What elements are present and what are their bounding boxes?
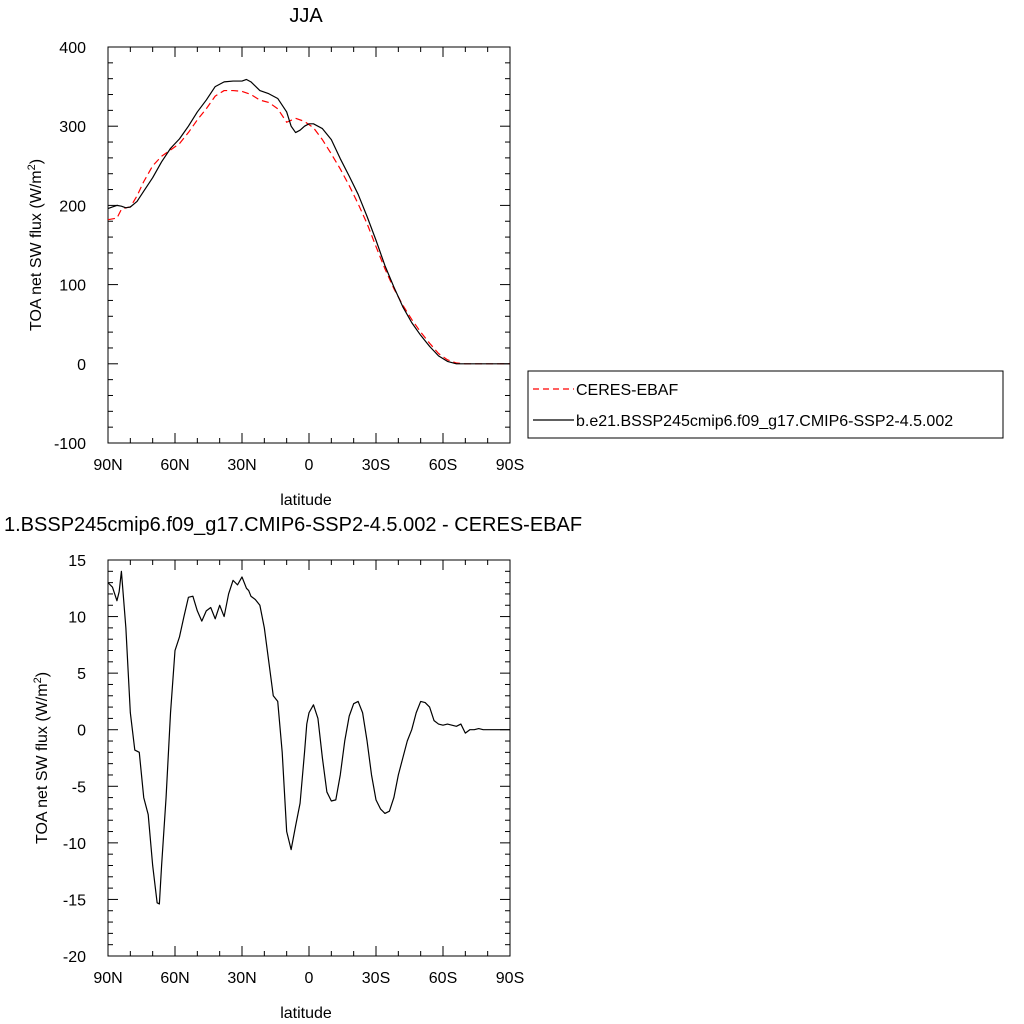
bottom-ticks: 90N 60N 30N 0 30S 60S 90S -20 -15 -10 -5 0 5 10 15 [63,553,524,987]
top-y-tick-label: 200 [59,198,86,215]
bottom-x-tick-label: 60S [429,970,457,987]
top-x-tick-label: 30N [227,457,256,474]
top-plot-frame [107,46,511,444]
bottom-chart-title: 1.BSSP245cmip6.f09_g17.CMIP6-SSP2-4.5.00… [4,514,582,536]
top-x-tick-label: 60N [160,457,189,474]
bottom-y-tick-label: -15 [63,892,86,909]
top-y-tick-label: 100 [59,278,86,295]
bottom-x-tick-label: 90N [93,970,122,987]
top-x-axis-label: latitude [280,492,332,509]
bottom-series-line-0 [107,570,510,905]
bottom-x-tick-label: 0 [305,970,314,987]
bottom-x-axis-label: latitude [280,1005,332,1022]
legend-label-model: b.e21.BSSP245cmip6.f09_g17.CMIP6-SSP2-4.… [576,413,953,430]
top-y-tick-label: 400 [59,40,86,57]
bottom-y-axis-label: TOA net SW flux (W/m2) [32,672,51,844]
top-y-axis-label: TOA net SW flux (W/m2) [26,159,45,331]
top-y-tick-label: 0 [77,357,86,374]
bottom-x-tick-label: 30S [362,970,390,987]
top-panel: JJA 90N 60N 30N 0 30S 60S 90S -100 0 100 200 300 400… [26,5,524,509]
bottom-y-tick-label: -10 [63,836,86,853]
bottom-x-tick-label: 60N [160,970,189,987]
bottom-panel: 1.BSSP245cmip6.f09_g17.CMIP6-SSP2-4.5.00… [4,514,582,1022]
bottom-y-tick-label: 15 [68,553,86,570]
bottom-series [107,570,510,905]
bottom-y-tick-label: 10 [68,610,86,627]
top-series-line-1 [107,78,510,365]
bottom-x-tick-label: 30N [227,970,256,987]
top-ticks: 90N 60N 30N 0 30S 60S 90S -100 0 100 200 300 400 [54,40,524,474]
top-x-tick-label: 60S [429,457,457,474]
bottom-y-tick-label: 0 [77,723,86,740]
top-x-tick-label: 90S [496,457,524,474]
legend: CERES-EBAF b.e21.BSSP245cmip6.f09_g17.CM… [527,370,1004,439]
bottom-y-tick-label: -5 [72,779,86,796]
legend-label-ceres: CERES-EBAF [576,382,678,399]
top-y-tick-label: 300 [59,119,86,136]
top-series-line-0 [107,89,510,365]
bottom-x-tick-label: 90S [496,970,524,987]
legend-box [527,370,1004,439]
bottom-y-tick-label: 5 [77,666,86,683]
top-y-tick-label: -100 [54,436,86,453]
top-series [107,78,510,365]
top-x-tick-label: 0 [305,457,314,474]
top-chart-title: JJA [289,5,323,27]
bottom-y-tick-label: -20 [63,949,86,966]
top-x-tick-label: 90N [93,457,122,474]
top-x-tick-label: 30S [362,457,390,474]
